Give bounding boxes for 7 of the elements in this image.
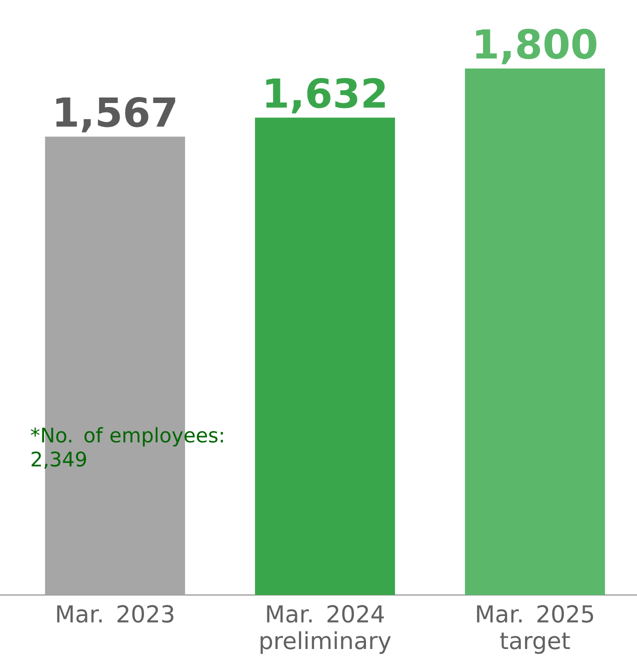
annotation: *No. of employees: 2,349 xyxy=(30,427,223,469)
x-tick-label: Mar. 2025 target xyxy=(477,605,594,654)
data-label: 1,567 xyxy=(56,97,176,132)
x-tick-label: Mar. 2023 xyxy=(57,605,174,623)
x-tick-label: Mar. 2024 preliminary xyxy=(260,605,391,654)
data-label: 1,632 xyxy=(266,78,385,114)
data-label: 1,800 xyxy=(476,28,596,64)
